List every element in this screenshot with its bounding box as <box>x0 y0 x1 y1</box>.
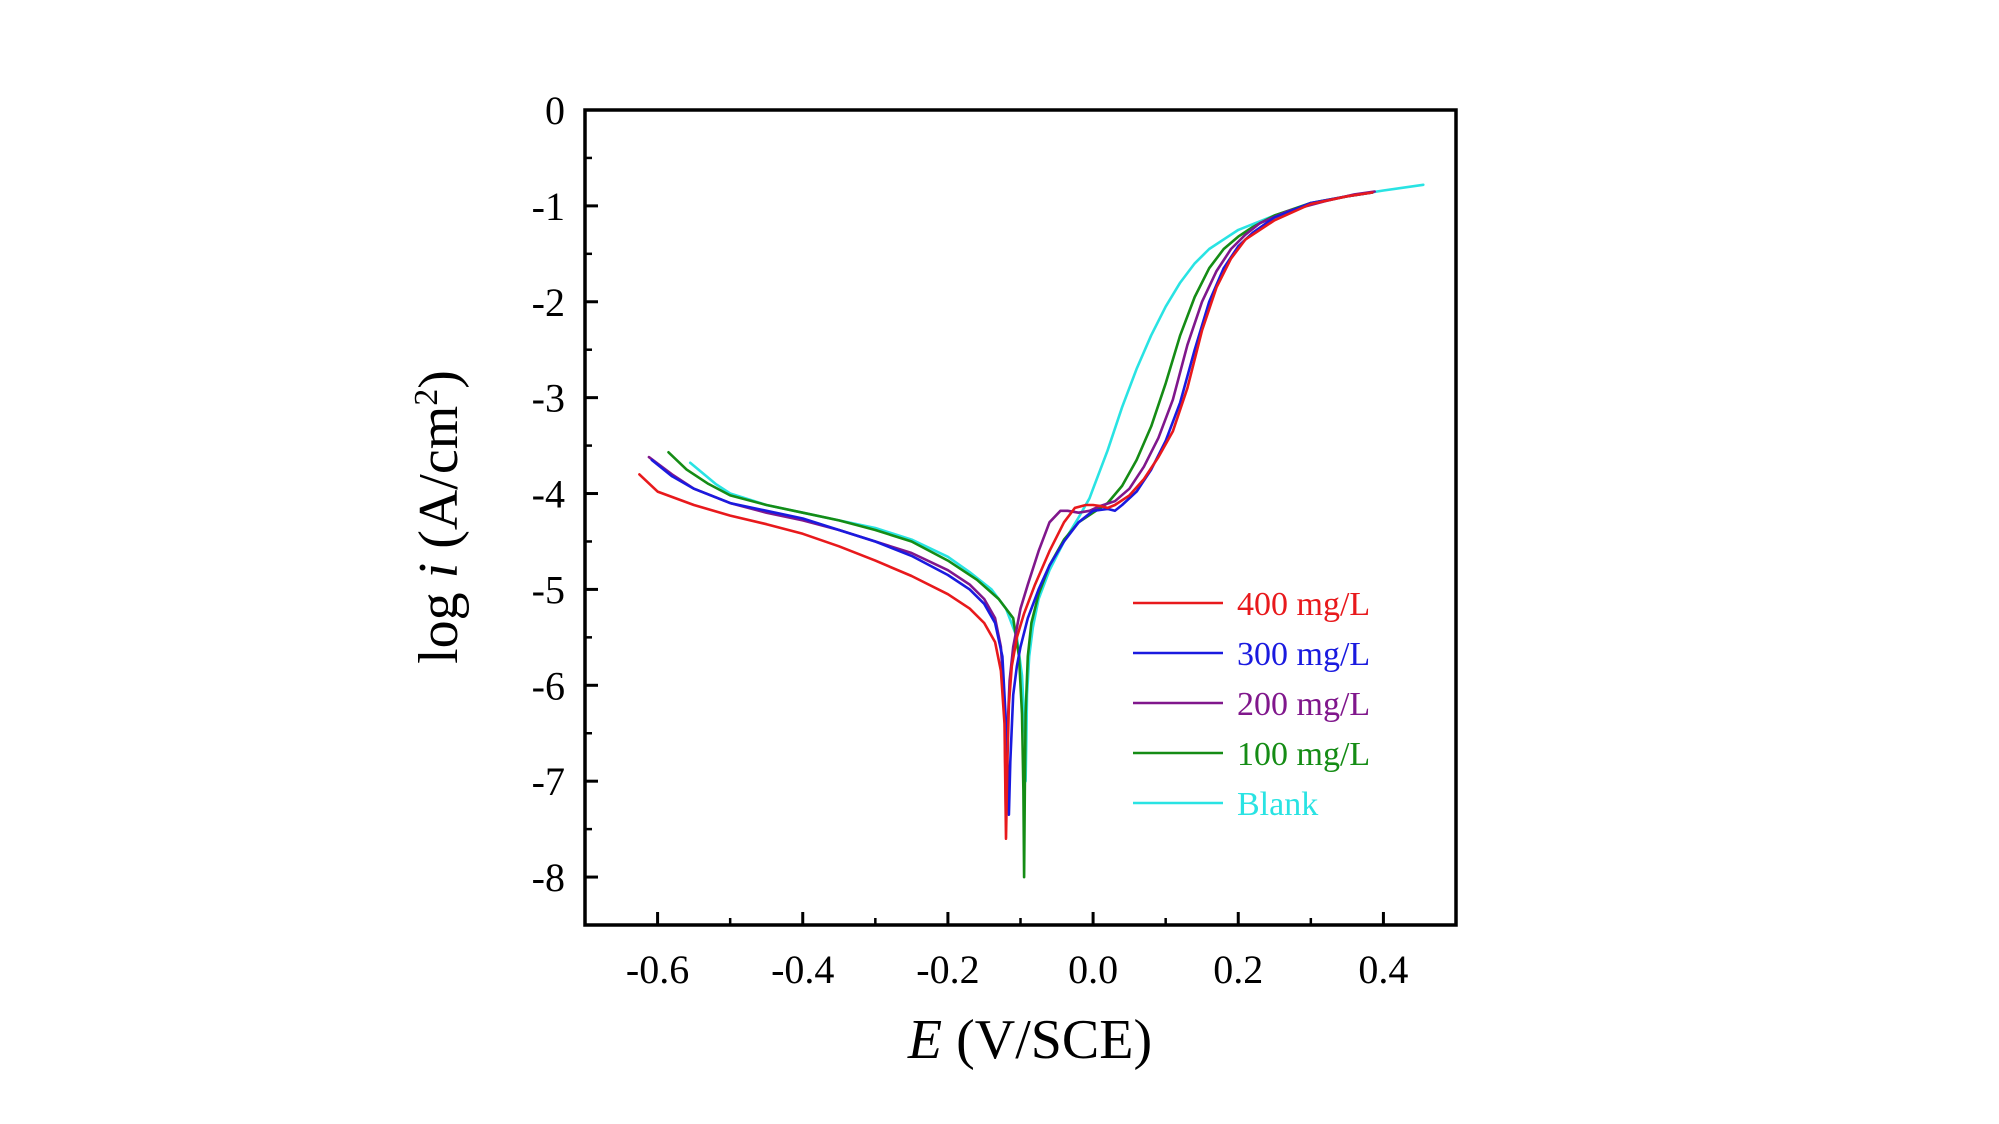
y-axis-title: log i (A/cm2) <box>408 370 470 664</box>
y-tick-labels: 0 -1 -2 -3 -4 -5 -6 -7 -8 <box>532 88 565 900</box>
legend-label: 300 mg/L <box>1237 636 1370 673</box>
legend: 400 mg/L 300 mg/L 200 mg/L 100 mg/L Blank <box>1133 586 1370 823</box>
y-tick-label: -8 <box>532 855 565 900</box>
y-tick-label: -7 <box>532 759 565 804</box>
y-tick-label: -1 <box>532 184 565 229</box>
series-line-300-mg-l <box>650 191 1374 817</box>
x-tick-label: -0.2 <box>916 947 979 992</box>
y-tick-label: 0 <box>545 88 565 133</box>
legend-label: 200 mg/L <box>1237 686 1370 723</box>
x-tick-label: -0.4 <box>771 947 834 992</box>
series-lines <box>638 183 1425 879</box>
y-tick-label: -6 <box>532 663 565 708</box>
x-axis-title: E (V/SCE) <box>907 1009 1152 1071</box>
x-tick-label: 0.2 <box>1213 947 1263 992</box>
series-line-100-mg-l <box>667 191 1374 879</box>
y-tick-label: -3 <box>532 376 565 421</box>
axis-ticks <box>585 108 1385 927</box>
x-tick-label: 0.0 <box>1068 947 1118 992</box>
x-tick-label: 0.4 <box>1358 947 1408 992</box>
legend-label: Blank <box>1237 786 1318 823</box>
legend-label: 400 mg/L <box>1237 586 1370 623</box>
y-tick-label: -2 <box>532 280 565 325</box>
y-tick-label: -5 <box>532 567 565 612</box>
y-tick-label: -4 <box>532 472 565 517</box>
x-tick-labels: -0.6 -0.4 -0.2 0.0 0.2 0.4 <box>626 947 1408 992</box>
series-line-400-mg-l <box>638 191 1374 841</box>
x-tick-label: -0.6 <box>626 947 689 992</box>
legend-label: 100 mg/L <box>1237 736 1370 773</box>
